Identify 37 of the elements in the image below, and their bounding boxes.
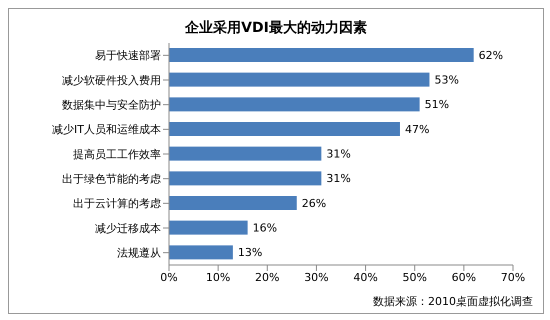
- x-tick-label: 70%: [500, 270, 526, 284]
- y-tick-label: 出于云计算的考虑: [73, 197, 161, 210]
- bar: [169, 171, 322, 186]
- bar: [169, 72, 430, 87]
- data-label: 31%: [326, 172, 351, 186]
- bar: [169, 220, 248, 235]
- x-tick-label: 50%: [402, 270, 427, 284]
- data-label: 13%: [238, 246, 262, 260]
- y-tick-label: 减少IT人员和运维成本: [52, 123, 161, 136]
- y-tick-label: 减少迁移成本: [95, 222, 161, 235]
- x-tick-label: 0%: [160, 270, 178, 284]
- y-tick-label: 出于绿色节能的考虑: [62, 172, 161, 186]
- bar: [169, 196, 297, 210]
- x-tick-label: 60%: [452, 270, 476, 284]
- bar: [169, 122, 400, 136]
- y-tick-label: 提高员工工作效率: [73, 148, 161, 161]
- data-label: 53%: [434, 74, 459, 87]
- y-tick-label: 易于快速部署: [95, 49, 161, 62]
- bar: [169, 146, 322, 161]
- bar: [169, 48, 474, 62]
- data-label: 26%: [302, 196, 326, 210]
- data-label: 31%: [326, 148, 351, 161]
- y-tick-label: 法规遵从: [117, 246, 161, 260]
- source-note: 数据来源：2010桌面虚拟化调查: [373, 294, 533, 309]
- y-tick-label: 数据集中与安全防护: [62, 98, 161, 112]
- bar: [169, 245, 233, 260]
- x-tick-label: 30%: [304, 270, 329, 284]
- data-label: 47%: [404, 122, 430, 136]
- x-tick-label: 10%: [206, 270, 230, 284]
- data-label: 16%: [252, 222, 278, 235]
- chart-title: 企业采用VDI最大的动力因素: [184, 19, 368, 37]
- bar: [169, 97, 420, 112]
- data-label: 51%: [424, 98, 450, 112]
- x-tick-label: 20%: [255, 270, 280, 284]
- x-tick-label: 40%: [353, 270, 378, 284]
- data-label: 62%: [478, 48, 504, 62]
- y-tick-label: 减少软硬件投入费用: [62, 74, 161, 87]
